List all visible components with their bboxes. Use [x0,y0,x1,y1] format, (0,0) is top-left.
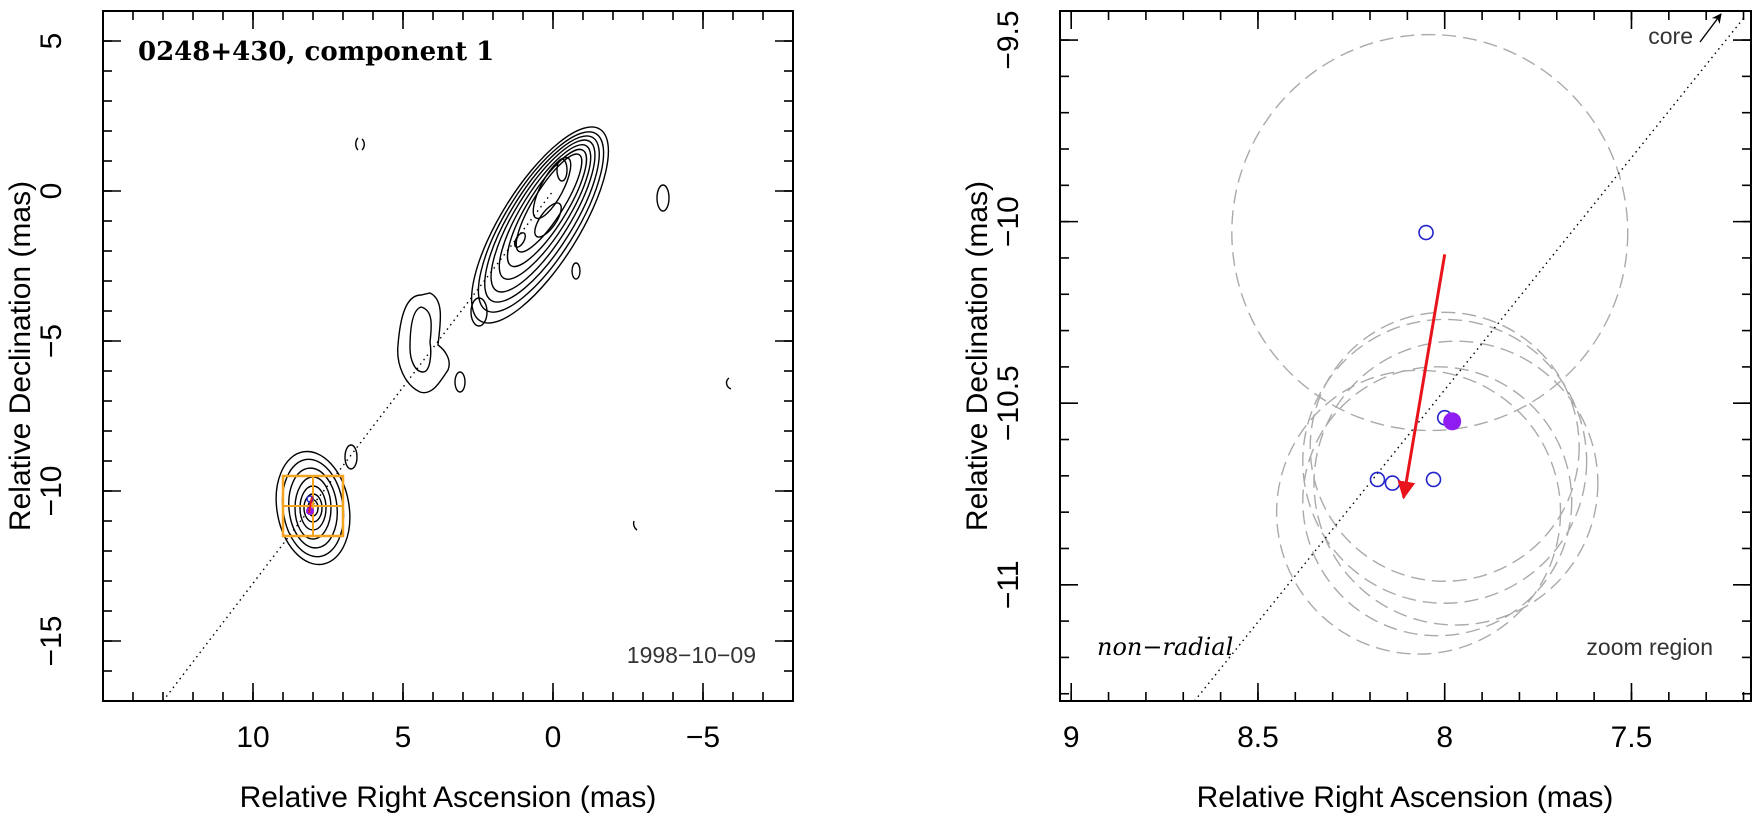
left-axes-frame [102,10,794,702]
beam-circle [1231,33,1629,432]
x-tick-label: 7.5 [1611,721,1653,754]
velocity-arrow [308,496,313,514]
x-tick-label: 10 [236,721,269,754]
left-xlabel: Relative Right Ascension (mas) [240,781,657,814]
beam-circle [1309,311,1580,582]
x-tick-label: 9 [1063,721,1080,754]
right-ticks: 9 8.5 8 7.5 −9.5 −10 −10.5 −11 [992,10,1751,754]
left-ylabel: Relative Declination (mas) [4,181,37,531]
motion-type-label: non−radial [1097,633,1233,661]
right-axes-frame [1059,10,1752,702]
x-tick-label: 8 [1436,721,1453,754]
y-tick-label: −10.5 [992,365,1025,441]
beam-circle [1302,366,1573,637]
jet-knot-contours [344,137,732,531]
y-tick-label: 0 [35,183,68,200]
y-tick-label: −11 [992,560,1025,609]
core-direction-arrow [1699,13,1722,43]
x-tick-label: 5 [395,721,412,754]
epoch-label: 1998−10−09 [627,642,756,668]
left-panel: 10 5 0 −5 5 0 −5 −10 −15 0248+430, component 1 1… [4,10,794,814]
x-tick-label: 8.5 [1237,721,1279,754]
filled-component-point [1443,412,1462,431]
y-tick-label: −10 [35,466,68,517]
beam-circle [1275,369,1562,655]
right-panel: 9 8.5 8 7.5−9.5−10−10.5−11 core non−radial … [961,10,1752,814]
beam-circle [1313,340,1599,626]
y-tick-label: −10 [992,196,1025,247]
component-point [1425,471,1442,488]
right-ylabel: Relative Declination (mas) [961,181,994,531]
y-tick-label: −15 [35,616,68,667]
component-markers [306,495,314,515]
x-tick-label: −5 [686,721,720,754]
zoom-region-box [281,474,345,538]
core-contours [470,126,610,324]
right-xlabel: Relative Right Ascension (mas) [1197,781,1614,814]
y-tick-label: 5 [35,33,68,50]
left-ticks: 10 5 0 −5 5 0 −5 −10 −15 [35,10,794,754]
y-tick-label: −9.5 [992,10,1025,69]
x-tick-label: 0 [545,721,562,754]
beam-circle [1302,318,1588,604]
component-point [1418,224,1434,241]
component-point [1384,475,1401,491]
left-title: 0248+430, component 1 [138,37,494,67]
y-tick-label: −5 [35,324,68,358]
component-point [306,495,314,503]
core-label: core [1648,23,1693,49]
jet-axis-line [162,190,554,701]
jet-axis-line [1193,17,1745,701]
component-point [1369,471,1386,488]
beam-circles [1231,33,1629,655]
contour-map [275,126,732,566]
zoom-region-label: zoom region [1586,634,1713,660]
velocity-arrow [1397,254,1447,500]
